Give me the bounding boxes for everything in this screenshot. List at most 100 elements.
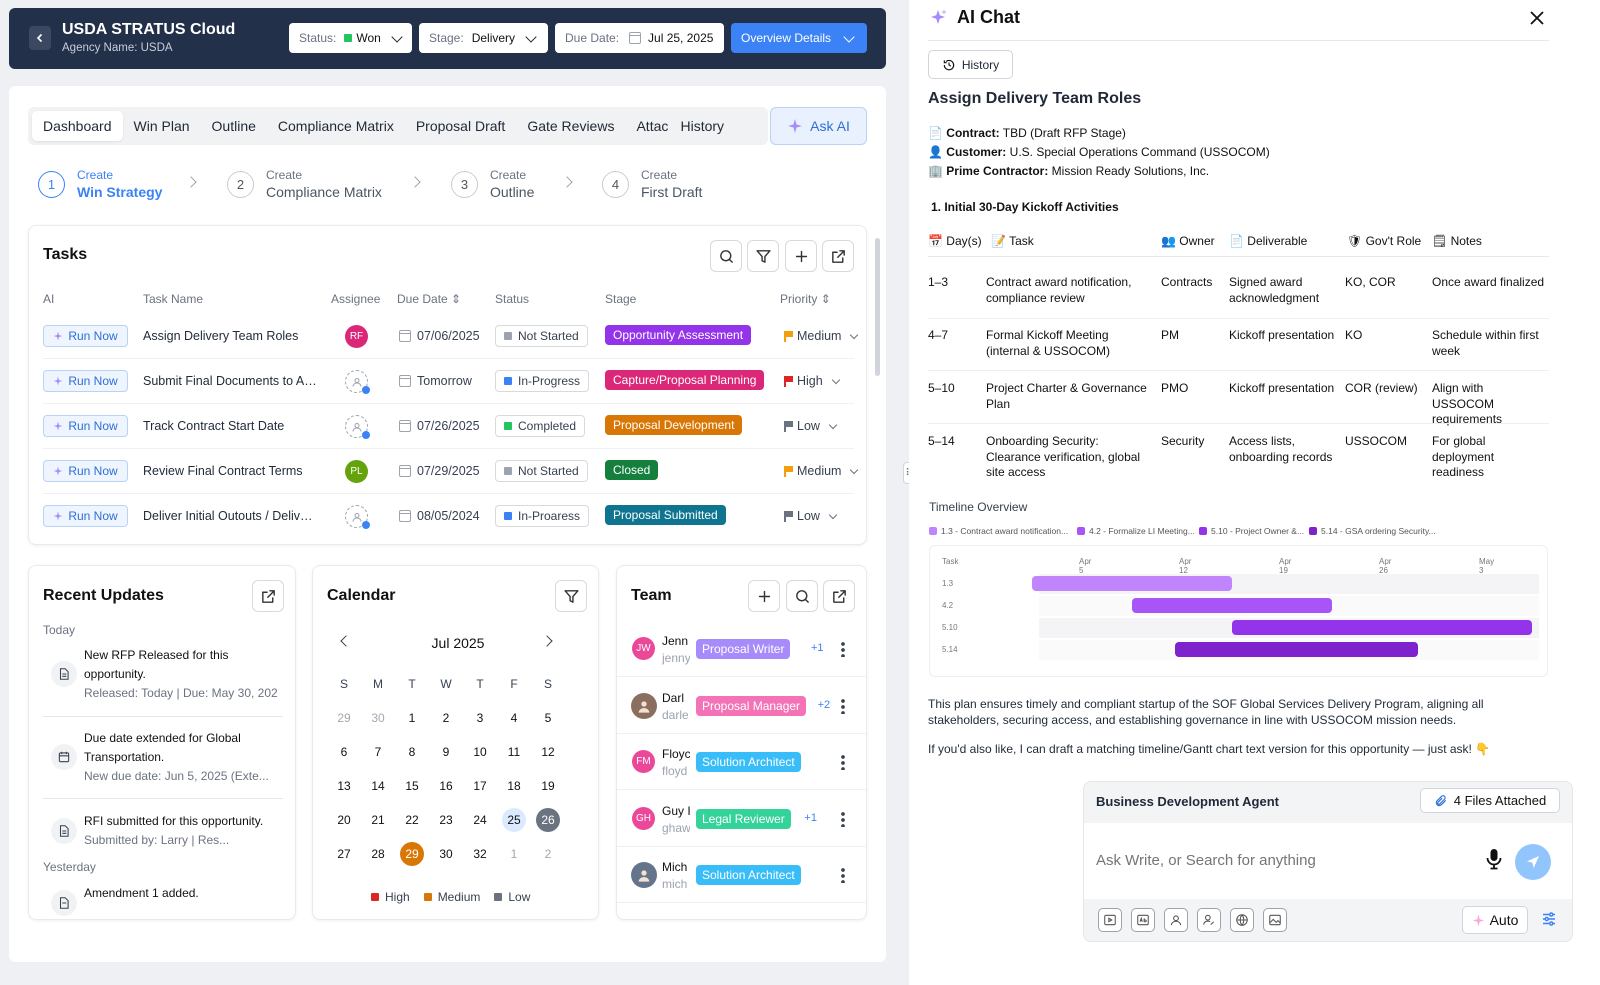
calendar-day[interactable]: 9 <box>442 745 450 759</box>
calendar-day[interactable]: 10 <box>473 745 487 759</box>
team-member-row[interactable]: JW Jenn jenny Proposal Writer +1 <box>617 621 866 677</box>
extra-roles-count[interactable]: +1 <box>811 642 824 654</box>
task-name[interactable]: Track Contract Start Date <box>143 419 285 433</box>
legend-entry[interactable]: 4.2 - Formalize LI Meeting... <box>1077 526 1195 536</box>
gantt-bar[interactable] <box>1174 642 1418 657</box>
calendar-day[interactable]: 13 <box>337 779 351 793</box>
calendar-day[interactable]: 2 <box>544 847 552 861</box>
stage-dropdown[interactable]: Stage: Delivery <box>419 23 548 53</box>
calendar-day[interactable]: 19 <box>541 779 555 793</box>
step-outline[interactable]: 3 Create Outline <box>451 168 534 200</box>
extra-roles-count[interactable]: +1 <box>804 811 817 824</box>
more-options-icon[interactable] <box>841 810 845 827</box>
more-options-icon[interactable] <box>841 754 845 770</box>
tab-history[interactable]: History <box>680 118 725 134</box>
calendar-day[interactable]: 21 <box>371 813 385 827</box>
task-name[interactable]: Review Final Contract Terms <box>143 464 303 478</box>
auto-mode-button[interactable]: Auto <box>1462 906 1528 934</box>
calendar-day[interactable]: 30 <box>439 847 453 861</box>
status-badge[interactable]: In-Progress <box>495 370 590 392</box>
tab-attachments[interactable]: Attacl <box>636 118 670 134</box>
table-row[interactable]: Run Now Deliver Initial Outouts / Delive… <box>43 494 854 530</box>
run-now-button[interactable]: Run Now <box>43 325 128 347</box>
table-row[interactable]: Run Now Review Final Contract Terms PL 0… <box>43 449 859 494</box>
calendar-day[interactable]: 24 <box>473 813 487 827</box>
scrollbar[interactable] <box>875 238 880 376</box>
priority-dropdown[interactable]: Medium <box>784 464 859 478</box>
more-options-icon[interactable] <box>841 641 845 657</box>
filter-button[interactable] <box>747 240 779 272</box>
open-updates-button[interactable] <box>252 580 284 612</box>
more-options-icon[interactable] <box>841 867 845 883</box>
legend-entry[interactable]: 5.10 - Project Owner &... <box>1199 526 1304 536</box>
next-month-button[interactable] <box>541 635 553 647</box>
status-badge[interactable]: Completed <box>495 415 586 437</box>
calendar-day[interactable]: 29 <box>337 711 351 725</box>
calendar-day[interactable]: 30 <box>371 711 385 725</box>
table-row[interactable]: Run Now Submit Final Documents to Ag... … <box>43 359 854 404</box>
calendar-day[interactable]: 12 <box>541 745 555 759</box>
team-open-button[interactable] <box>823 580 855 612</box>
step-first-draft[interactable]: 4 Create First Draft <box>602 168 702 200</box>
team-search-button[interactable] <box>786 580 818 612</box>
calendar-day[interactable]: 15 <box>405 779 419 793</box>
calendar-day[interactable]: 1 <box>408 711 416 725</box>
persona-tool-button[interactable] <box>1164 908 1188 932</box>
calendar-day[interactable]: 23 <box>439 813 453 827</box>
run-now-button[interactable]: Run Now <box>43 460 128 482</box>
task-name[interactable]: Deliver Initial Outouts / Deliver... <box>143 509 318 523</box>
run-now-button[interactable]: Run Now <box>43 370 128 392</box>
calendar-day[interactable]: 29 <box>400 842 424 866</box>
priority-dropdown[interactable]: Medium <box>784 329 859 343</box>
priority-dropdown[interactable]: High <box>784 374 840 388</box>
priority-dropdown[interactable]: Low <box>784 509 838 523</box>
agent-selector[interactable]: Business Development Agent <box>1096 794 1280 809</box>
unassigned-avatar[interactable] <box>345 505 370 529</box>
team-member-row[interactable]: FM Floyc floyd Solution Architect <box>617 734 866 790</box>
calendar-day[interactable]: 4 <box>510 711 518 725</box>
run-now-button[interactable]: Run Now <box>43 415 128 437</box>
run-now-button[interactable]: Run Now <box>43 505 128 527</box>
calendar-day[interactable]: 20 <box>337 813 351 827</box>
calendar-day[interactable]: 17 <box>473 779 487 793</box>
calendar-day[interactable]: 7 <box>374 745 382 759</box>
web-search-tool-button[interactable] <box>1230 908 1254 932</box>
ask-ai-button[interactable]: Ask AI <box>770 107 867 145</box>
overview-details-button[interactable]: Overview Details <box>731 23 867 53</box>
calendar-day[interactable]: 16 <box>439 779 453 793</box>
history-button[interactable]: History <box>928 50 1013 79</box>
play-tool-button[interactable] <box>1098 908 1122 932</box>
edit-tool-button[interactable] <box>1197 908 1221 932</box>
status-badge[interactable]: Not Started <box>495 325 588 347</box>
calendar-day[interactable]: 11 <box>507 745 521 759</box>
calendar-day[interactable]: 5 <box>544 711 552 725</box>
add-task-button[interactable] <box>785 240 817 272</box>
calendar-day[interactable]: 28 <box>371 847 385 861</box>
extra-roles-count[interactable]: +2 <box>817 698 831 711</box>
update-item[interactable]: Amendment 1 added. <box>43 884 283 919</box>
task-name[interactable]: Submit Final Documents to Ag... <box>143 374 318 388</box>
due-date-picker[interactable]: Due Date: Jul 25, 2025 <box>555 23 724 53</box>
text-tool-button[interactable] <box>1131 908 1155 932</box>
calendar-day[interactable]: 8 <box>408 745 416 759</box>
step-compliance-matrix[interactable]: 2 Create Compliance Matrix <box>227 168 382 200</box>
tab-dashboard[interactable]: Dashboard <box>32 111 123 141</box>
team-member-row[interactable]: Mich mich Solution Architect <box>617 847 866 903</box>
update-item[interactable]: Due date extended for Global Transportat… <box>43 729 283 795</box>
calendar-day[interactable]: 18 <box>507 779 521 793</box>
unassigned-avatar[interactable] <box>345 415 370 439</box>
status-badge[interactable]: Not Started <box>495 460 588 482</box>
calendar-day[interactable]: 1 <box>510 847 518 861</box>
priority-dropdown[interactable]: Low <box>784 419 838 433</box>
back-button[interactable] <box>29 26 51 50</box>
calendar-day[interactable]: 14 <box>371 779 385 793</box>
calendar-day[interactable]: 26 <box>536 808 560 832</box>
team-member-row[interactable]: Darl darle Proposal Manager +2 <box>617 678 866 734</box>
calendar-day[interactable]: 32 <box>473 847 487 861</box>
send-button[interactable] <box>1515 844 1551 880</box>
status-badge[interactable]: In-Proaress <box>495 505 590 527</box>
tab-gate-reviews[interactable]: Gate Reviews <box>527 118 615 134</box>
table-row[interactable]: Run Now Assign Delivery Team Roles RF 07… <box>43 314 859 359</box>
calendar-day[interactable]: 3 <box>476 711 484 725</box>
column-header-due-date[interactable]: Due Date ⇕ <box>397 292 461 306</box>
